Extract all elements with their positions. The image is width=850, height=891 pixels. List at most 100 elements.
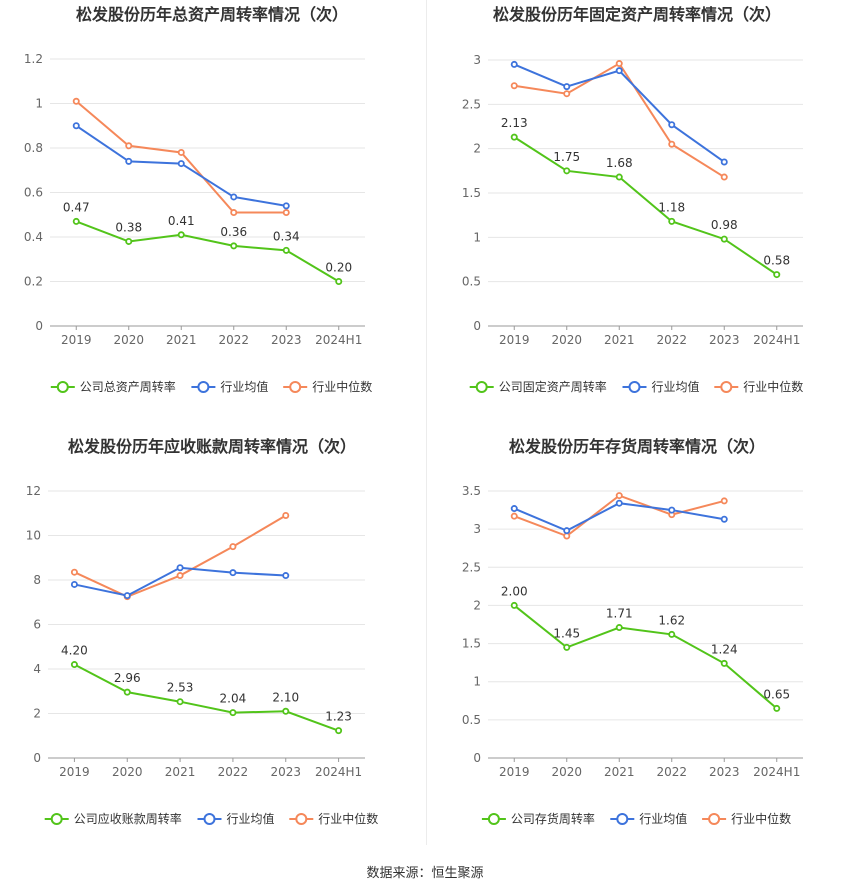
x-tick-label: 2019 bbox=[499, 333, 530, 347]
data-point-median bbox=[510, 512, 518, 520]
x-tick-label: 2024H1 bbox=[315, 333, 362, 347]
legend-label: 公司固定资产周转率 bbox=[499, 379, 607, 394]
y-tick-label: 0.4 bbox=[24, 230, 43, 244]
x-tick-label: 2020 bbox=[112, 765, 143, 779]
chart-panel-inventory-turnover: 松发股份历年存货周转率情况（次） 0 0.5 1 1.5 2 2.5 3 3.5 2019 2020… bbox=[425, 432, 850, 864]
legend-marker-icon bbox=[487, 813, 500, 825]
x-tick-label: 2019 bbox=[499, 765, 530, 779]
y-tick-label: 0.5 bbox=[462, 275, 481, 289]
legend-marker-icon bbox=[50, 813, 63, 825]
legend-marker-icon bbox=[616, 813, 629, 825]
data-label: 1.71 bbox=[606, 607, 633, 621]
chart-title: 松发股份历年应收账款周转率情况（次） bbox=[68, 437, 356, 456]
legend-marker-icon bbox=[289, 381, 302, 393]
legend-marker-icon bbox=[720, 381, 733, 393]
data-label: 1.24 bbox=[711, 642, 738, 656]
data-point-average bbox=[70, 580, 78, 588]
data-point-median bbox=[720, 173, 728, 181]
data-point-average bbox=[282, 572, 290, 580]
y-tick-label: 0 bbox=[33, 751, 41, 765]
data-point-median bbox=[282, 511, 290, 519]
x-tick-label: 2022 bbox=[218, 333, 249, 347]
x-tick-label: 2022 bbox=[656, 333, 687, 347]
data-point-average bbox=[563, 527, 571, 535]
series-line-average bbox=[513, 502, 725, 532]
y-tick-label: 1.5 bbox=[462, 637, 481, 651]
x-tick-label: 2020 bbox=[551, 765, 582, 779]
data-point-median bbox=[229, 543, 237, 551]
data-point-median bbox=[72, 97, 80, 105]
legend-item-median: 行业中位数 bbox=[289, 811, 378, 826]
data-label: 2.53 bbox=[167, 681, 194, 695]
data-point-company bbox=[668, 630, 676, 638]
data-point-company bbox=[563, 643, 571, 651]
data-point-average bbox=[615, 67, 623, 75]
data-point-median bbox=[563, 90, 571, 98]
data-point-median bbox=[282, 209, 290, 217]
chart-svg: 松发股份历年固定资产周转率情况（次） 0 0.5 1 1.5 2 2.5 3 2019 2020 2… bbox=[462, 5, 803, 394]
legend-marker-icon bbox=[56, 381, 69, 393]
legend-item-company: 公司固定资产周转率 bbox=[469, 379, 607, 394]
y-tick-label: 1.5 bbox=[462, 186, 481, 200]
data-point-median bbox=[720, 497, 728, 505]
y-tick-label: 3.5 bbox=[462, 484, 481, 498]
data-label: 1.23 bbox=[325, 710, 352, 724]
data-source-note: 数据来源：恒生聚源 bbox=[366, 866, 484, 881]
y-tick-label: 0 bbox=[473, 319, 481, 333]
legend-item-median: 行业中位数 bbox=[702, 811, 791, 826]
y-tick-label: 8 bbox=[33, 573, 41, 587]
data-point-average bbox=[230, 193, 238, 201]
y-tick-label: 1 bbox=[473, 675, 481, 689]
x-tick-label: 2021 bbox=[604, 765, 635, 779]
legend-item-company: 公司存货周转率 bbox=[481, 811, 595, 826]
data-point-median bbox=[176, 572, 184, 580]
chart-svg: 松发股份历年总资产周转率情况（次） 0 0.2 0.4 0.6 0.8 1 1.2 2019 20… bbox=[24, 5, 372, 394]
data-point-average bbox=[563, 83, 571, 91]
data-point-company bbox=[615, 173, 623, 181]
data-point-company bbox=[510, 133, 518, 141]
legend-item-median: 行业中位数 bbox=[283, 379, 372, 394]
data-point-average bbox=[123, 592, 131, 600]
data-label: 1.45 bbox=[553, 626, 580, 640]
data-point-company bbox=[177, 231, 185, 239]
legend-label: 行业中位数 bbox=[731, 811, 791, 826]
y-tick-label: 1.2 bbox=[24, 52, 43, 66]
legend-label: 公司存货周转率 bbox=[511, 811, 595, 826]
data-point-median bbox=[615, 60, 623, 68]
data-point-average bbox=[176, 564, 184, 572]
y-tick-label: 1 bbox=[473, 230, 481, 244]
data-label: 1.18 bbox=[658, 200, 685, 214]
data-point-company bbox=[720, 235, 728, 243]
data-point-median bbox=[125, 142, 133, 150]
series-line-company bbox=[513, 136, 778, 276]
data-point-median bbox=[615, 492, 623, 500]
data-point-company bbox=[70, 661, 78, 669]
data-label: 0.34 bbox=[273, 229, 300, 243]
x-tick-label: 2021 bbox=[166, 333, 197, 347]
data-point-average bbox=[510, 60, 518, 68]
data-point-median bbox=[563, 532, 571, 540]
data-point-company bbox=[229, 709, 237, 717]
data-point-average bbox=[615, 499, 623, 507]
data-point-average bbox=[510, 505, 518, 513]
x-tick-label: 2019 bbox=[61, 333, 92, 347]
data-point-average bbox=[125, 157, 133, 165]
legend-item-median: 行业中位数 bbox=[714, 379, 803, 394]
legend-label: 行业均值 bbox=[220, 379, 268, 394]
data-point-average bbox=[177, 160, 185, 168]
legend-item-average: 行业均值 bbox=[610, 811, 687, 826]
series-line-company bbox=[75, 220, 340, 283]
x-tick-label: 2023 bbox=[271, 333, 302, 347]
chart-panel-receivables-turnover: 松发股份历年应收账款周转率情况（次） 0 2 4 6 8 10 12 2019 2020 2021 2… bbox=[0, 432, 425, 864]
legend-label: 公司应收账款周转率 bbox=[74, 811, 182, 826]
data-point-company bbox=[335, 277, 343, 285]
panel-divider bbox=[426, 0, 427, 845]
data-point-average bbox=[720, 158, 728, 166]
x-tick-label: 2020 bbox=[113, 333, 144, 347]
legend-label: 行业均值 bbox=[227, 811, 275, 826]
data-point-average bbox=[72, 122, 80, 130]
data-point-company bbox=[773, 704, 781, 712]
data-point-company bbox=[510, 601, 518, 609]
chart-svg: 松发股份历年存货周转率情况（次） 0 0.5 1 1.5 2 2.5 3 3.5 2019 2020… bbox=[462, 437, 803, 826]
data-point-median bbox=[177, 148, 185, 156]
